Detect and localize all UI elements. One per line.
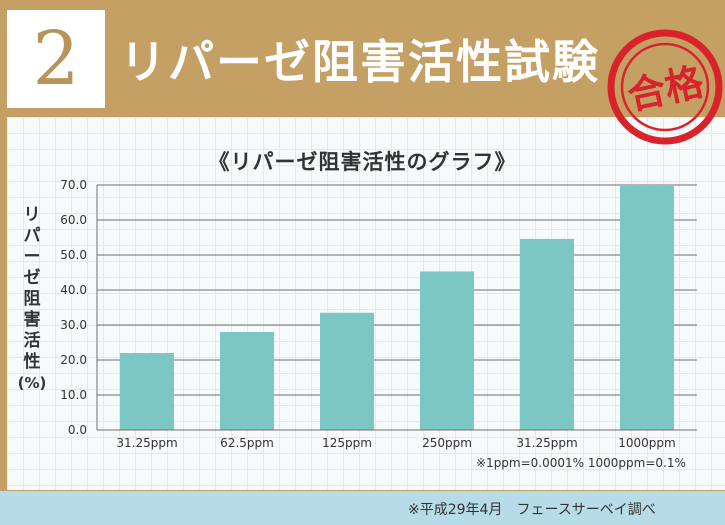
header-band <box>0 0 725 110</box>
y-tick-label: 40.0 <box>60 283 87 297</box>
bar <box>520 238 574 430</box>
x-tick-label: 1000ppm <box>618 436 675 450</box>
y-tick-label: 20.0 <box>60 353 87 367</box>
unit-footnote: ※1ppm=0.0001% 1000ppm=0.1% <box>476 456 686 470</box>
y-axis-label-char: パ <box>23 226 41 246</box>
bar <box>620 185 674 430</box>
bar <box>320 312 374 430</box>
x-tick-label: 250ppm <box>422 436 472 450</box>
y-axis-label-unit: (%) <box>17 374 47 392</box>
y-tick-label: 70.0 <box>60 178 87 192</box>
y-axis-label-char: 阻 <box>23 289 41 309</box>
bar <box>420 271 474 430</box>
x-tick-label: 125ppm <box>322 436 372 450</box>
pass-stamp-icon: 合格 <box>607 29 723 145</box>
bar-chart: 0.0 10.0 20.0 30.0 40.0 50.0 60.0 70.0 31.25ppm 6… <box>60 178 697 450</box>
y-axis-label-char: ー <box>23 247 41 267</box>
x-tick-label: 31.25ppm <box>116 436 177 450</box>
y-tick-label: 30.0 <box>60 318 87 332</box>
y-axis-label-char: 活 <box>23 331 41 351</box>
chart-title: 《リパーゼ阻害活性のグラフ》 <box>208 150 517 174</box>
y-tick-label: 50.0 <box>60 248 87 262</box>
y-axis-label-char: 性 <box>23 352 41 372</box>
bar <box>220 332 274 430</box>
y-tick-label: 0.0 <box>68 423 87 437</box>
x-tick-label: 31.25ppm <box>516 436 577 450</box>
section-number: 2 <box>7 10 105 108</box>
stamp-text: 合格 <box>623 58 708 118</box>
y-axis-label-char: リ <box>23 205 41 225</box>
y-axis-label-char: ゼ <box>23 268 41 288</box>
source-note: ※平成29年4月 フェースサーベイ調べ <box>408 502 656 518</box>
y-tick-label: 60.0 <box>60 213 87 227</box>
section-title: リパーゼ阻害活性試験 <box>120 35 600 89</box>
x-tick-label: 62.5ppm <box>220 436 274 450</box>
y-axis-label-char: 害 <box>23 310 41 330</box>
bar <box>120 353 174 430</box>
y-tick-label: 10.0 <box>60 388 87 402</box>
y-axis-label: リパーゼ阻害活性 (%) <box>17 205 47 394</box>
